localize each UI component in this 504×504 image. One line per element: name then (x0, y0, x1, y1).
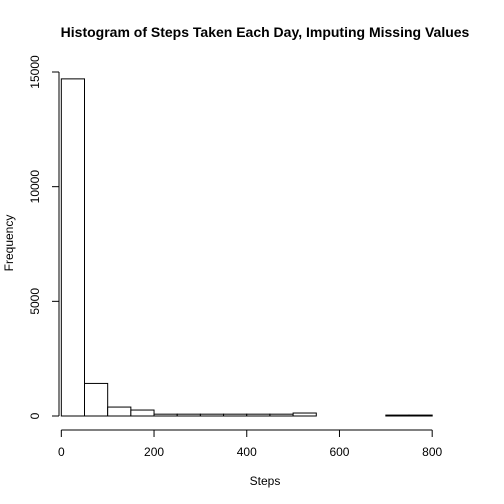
histogram-bar-15 (408, 414, 433, 417)
x-tick-label: 200 (144, 445, 164, 459)
histogram-bar-3 (130, 409, 155, 417)
y-tick-label: 5000 (28, 288, 42, 315)
x-axis-label: Steps (250, 474, 281, 488)
histogram-bar-1 (84, 382, 109, 417)
histogram-bar-0 (60, 78, 85, 417)
histogram-bar-10 (292, 412, 317, 417)
y-axis-label: Frequency (2, 215, 16, 272)
histogram-bar-2 (107, 406, 132, 417)
histogram-bar-4 (153, 413, 178, 417)
y-tick-label: 10000 (28, 170, 42, 204)
x-tick-label: 800 (422, 445, 442, 459)
histogram-bar-14 (385, 414, 410, 417)
x-tick-label: 600 (329, 445, 349, 459)
y-tick-label: 15000 (28, 55, 42, 89)
histogram-bar-5 (176, 413, 201, 417)
histogram-bar-6 (199, 413, 225, 417)
bars-group (60, 78, 433, 417)
histogram-bar-8 (246, 413, 271, 417)
histogram-bar-9 (269, 413, 294, 417)
y-axis: 0 5000 10000 15000 (28, 55, 60, 419)
y-tick-label: 0 (28, 412, 42, 419)
x-axis: 0 200 400 600 800 (58, 429, 443, 459)
x-tick-label: 400 (237, 445, 257, 459)
chart-title: Histogram of Steps Taken Each Day, Imput… (61, 24, 470, 40)
x-tick-label: 0 (58, 445, 65, 459)
histogram-bar-7 (223, 413, 248, 417)
